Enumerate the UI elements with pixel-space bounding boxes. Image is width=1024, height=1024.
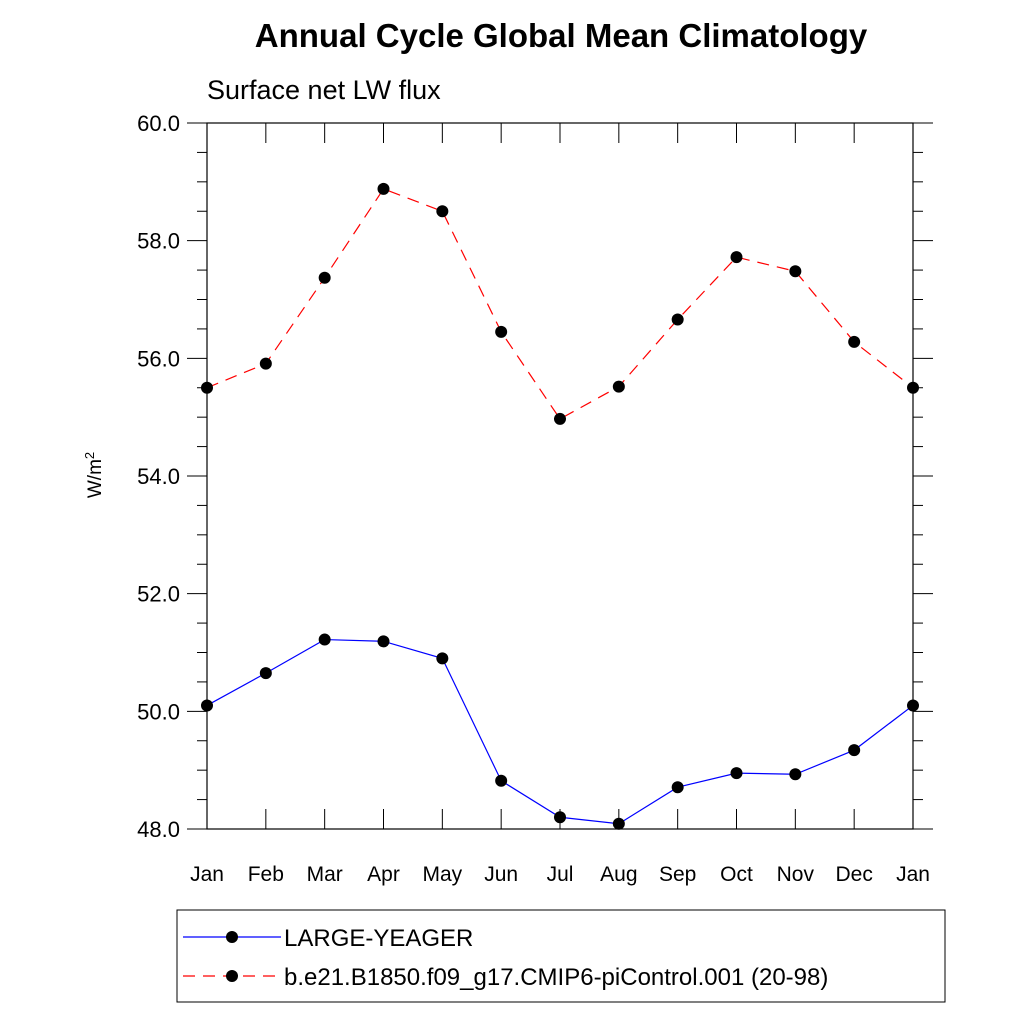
data-point	[377, 182, 390, 195]
x-tick-label: Jul	[547, 863, 574, 886]
data-point	[612, 817, 625, 830]
legend-label-2: b.e21.B1850.f09_g17.CMIP6-piControl.001 …	[284, 964, 828, 991]
data-point	[730, 251, 743, 264]
data-point	[671, 313, 684, 326]
x-tick-label: Feb	[248, 863, 284, 886]
x-tick-label: Nov	[777, 863, 815, 886]
y-axis-label-unit: W/m	[85, 459, 106, 498]
plot-area	[201, 182, 919, 830]
data-point	[259, 357, 272, 370]
data-point	[318, 633, 331, 646]
data-point	[495, 774, 508, 787]
data-point	[436, 205, 449, 218]
x-tick-label: May	[422, 863, 462, 886]
data-point	[259, 667, 272, 680]
y-tick-label: 54.0	[137, 464, 180, 489]
chart-subtitle: Surface net LW flux	[207, 75, 441, 105]
data-point	[671, 781, 684, 794]
data-point	[377, 635, 390, 648]
x-tick-label: Apr	[367, 863, 400, 886]
legend: LARGE-YEAGER b.e21.B1850.f09_g17.CMIP6-pi…	[176, 909, 946, 1003]
y-axis-label: W/m2	[82, 452, 107, 498]
y-tick-label: 58.0	[137, 229, 180, 254]
data-point	[789, 768, 802, 781]
data-point	[907, 381, 919, 394]
x-tick-label: Aug	[600, 863, 637, 886]
series-line-2	[206, 188, 914, 420]
series-line-1	[206, 638, 914, 825]
y-tick-label: 50.0	[137, 699, 180, 724]
y-tick-label: 48.0	[137, 817, 180, 842]
data-point	[436, 652, 449, 665]
x-tick-label: Dec	[835, 863, 872, 886]
data-point	[848, 335, 861, 348]
data-point	[201, 699, 213, 712]
y-tick-label: 52.0	[137, 582, 180, 607]
y-axis-label-exponent: 2	[82, 452, 97, 459]
legend-marker	[226, 931, 238, 943]
legend-marker	[226, 970, 238, 982]
data-point	[554, 811, 566, 824]
data-point	[612, 380, 625, 393]
plot-frame	[206, 122, 914, 830]
data-point	[201, 381, 213, 394]
x-tick-label: Oct	[720, 863, 753, 886]
legend-box	[176, 909, 946, 1003]
data-point	[554, 412, 566, 425]
chart-title: Annual Cycle Global Mean Climatology	[255, 17, 868, 54]
x-tick-label: Jan	[896, 863, 930, 886]
x-tick-label: Jan	[190, 863, 224, 886]
x-tick-label: Mar	[307, 863, 343, 886]
x-tick-label: Sep	[659, 863, 696, 886]
axes: 48.0 50.0 52.0 54.0 56.0 58.0 60.0 Jan Feb Mar Apr…	[137, 111, 933, 886]
data-point	[907, 699, 919, 712]
y-tick-label: 60.0	[137, 111, 180, 136]
data-point	[730, 767, 743, 780]
data-point	[495, 325, 508, 338]
y-tick-label: 56.0	[137, 346, 180, 371]
data-point	[789, 265, 802, 278]
data-point	[848, 744, 861, 757]
x-tick-label: Jun	[484, 863, 518, 886]
data-point	[318, 271, 331, 284]
legend-label-1: LARGE-YEAGER	[284, 925, 473, 952]
